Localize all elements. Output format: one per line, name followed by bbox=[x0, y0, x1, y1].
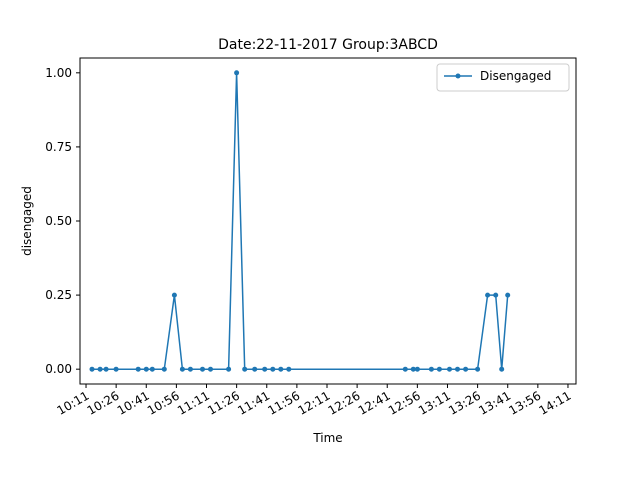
data-point bbox=[143, 366, 149, 372]
data-point bbox=[414, 366, 420, 372]
x-tick-label: 11:56 bbox=[265, 388, 302, 417]
x-tick-label: 13:11 bbox=[416, 388, 453, 417]
x-tick-label: 14:11 bbox=[537, 388, 574, 417]
x-tick-label: 13:56 bbox=[506, 388, 543, 417]
data-point bbox=[286, 366, 292, 372]
data-point bbox=[89, 366, 95, 372]
data-point bbox=[505, 292, 511, 298]
data-point bbox=[226, 366, 232, 372]
data-point bbox=[234, 70, 240, 76]
data-point bbox=[262, 366, 268, 372]
chart-title: Date:22-11-2017 Group:3ABCD bbox=[218, 37, 438, 53]
data-point bbox=[455, 366, 460, 372]
data-point bbox=[463, 366, 469, 372]
x-tick-label: 10:56 bbox=[145, 388, 182, 417]
data-point bbox=[447, 366, 452, 372]
data-point bbox=[475, 366, 481, 372]
y-tick-label: 1.00 bbox=[45, 66, 72, 80]
data-point bbox=[103, 366, 109, 372]
x-tick-label: 13:41 bbox=[476, 388, 513, 417]
data-point bbox=[410, 366, 416, 372]
data-point bbox=[278, 366, 284, 372]
x-tick-label: 10:41 bbox=[115, 388, 152, 417]
y-axis-label: disengaged bbox=[20, 186, 34, 256]
x-tick-label: 10:11 bbox=[55, 388, 92, 417]
data-point bbox=[135, 366, 141, 372]
y-axis: 0.00 0.25 0.50 0.75 1.00 bbox=[45, 66, 80, 376]
y-tick-label: 0.75 bbox=[45, 140, 72, 154]
data-point bbox=[113, 366, 119, 372]
x-axis: 10:1110:2610:4110:5611:1111:2611:4111:56… bbox=[55, 384, 574, 418]
data-point bbox=[485, 292, 491, 298]
x-tick-label: 12:11 bbox=[296, 388, 333, 417]
legend-label: Disengaged bbox=[480, 69, 551, 83]
series-line bbox=[92, 72, 509, 370]
data-point bbox=[208, 366, 213, 372]
plot-area bbox=[80, 58, 576, 384]
y-tick-label: 0.00 bbox=[45, 362, 72, 376]
y-tick-label: 0.50 bbox=[45, 214, 72, 228]
data-point bbox=[428, 366, 434, 372]
data-point bbox=[97, 366, 103, 372]
data-point bbox=[402, 366, 408, 372]
legend: Disengaged bbox=[436, 63, 570, 92]
data-point bbox=[161, 366, 167, 372]
x-tick-label: 12:26 bbox=[326, 388, 363, 417]
data-point bbox=[499, 366, 505, 372]
x-tick-label: 12:41 bbox=[356, 388, 393, 417]
x-tick-label: 12:56 bbox=[386, 388, 423, 417]
data-point bbox=[171, 292, 177, 298]
legend-box bbox=[436, 63, 570, 92]
data-point bbox=[149, 366, 155, 372]
x-tick-label: 11:41 bbox=[235, 388, 272, 417]
x-tick-label: 11:11 bbox=[175, 388, 212, 417]
plot-frame bbox=[79, 57, 577, 385]
data-point bbox=[270, 366, 276, 372]
x-tick-label: 13:26 bbox=[446, 388, 483, 417]
data-point bbox=[242, 366, 248, 372]
x-axis-label: Time bbox=[312, 431, 342, 445]
data-point bbox=[436, 366, 442, 372]
data-point bbox=[179, 366, 185, 372]
legend-marker bbox=[455, 73, 461, 79]
x-tick-label: 11:26 bbox=[205, 388, 242, 417]
x-tick-label: 10:26 bbox=[85, 388, 122, 417]
data-point bbox=[493, 292, 499, 298]
data-point bbox=[252, 366, 258, 372]
data-point bbox=[187, 366, 193, 372]
series-layer bbox=[89, 70, 511, 372]
y-tick-label: 0.25 bbox=[45, 288, 72, 302]
data-point bbox=[200, 366, 205, 372]
